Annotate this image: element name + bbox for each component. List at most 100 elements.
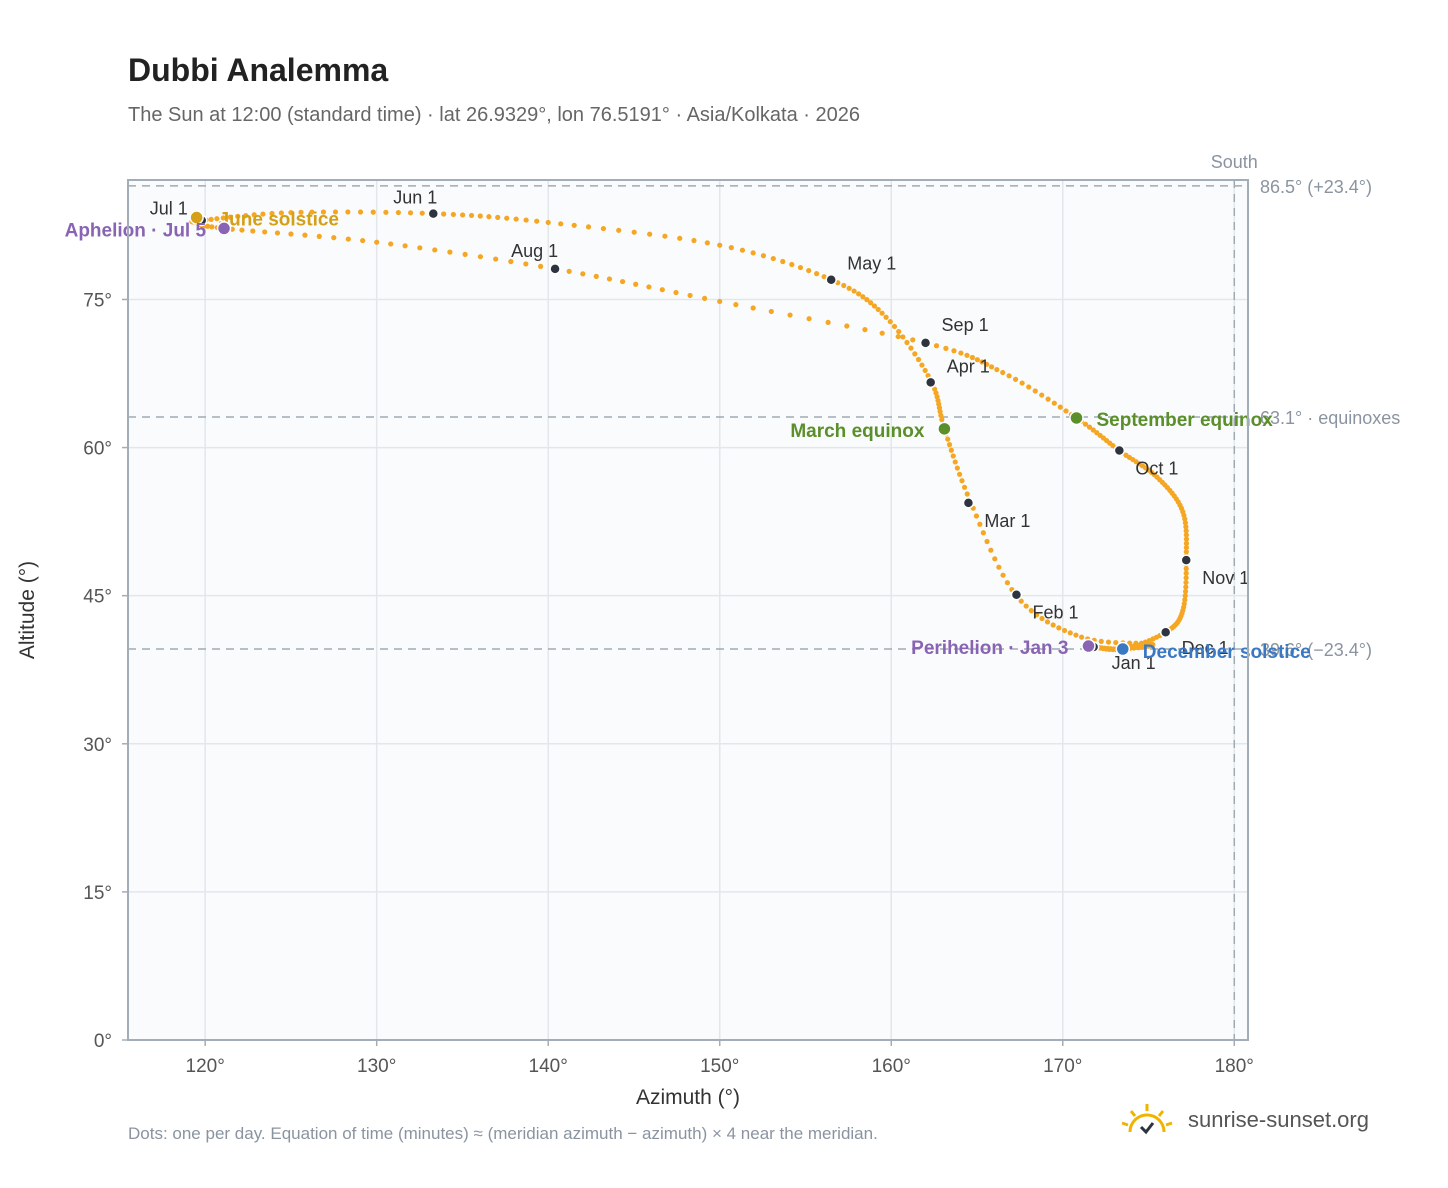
day-dot — [468, 212, 475, 219]
event-markers: June solstice Aphelion · Jul 5 March equin… — [65, 210, 1311, 663]
day-dot — [1182, 588, 1189, 595]
month-marker — [1010, 588, 1023, 601]
day-dot — [938, 412, 944, 419]
day-dot — [374, 239, 380, 245]
day-dot — [619, 278, 626, 285]
day-dot — [1067, 630, 1073, 636]
day-dot — [360, 237, 366, 244]
day-dot — [862, 327, 868, 333]
month-marker — [825, 273, 837, 286]
reference-line-label: 86.5° (+23.4°) — [1260, 177, 1372, 197]
day-dot — [260, 211, 266, 217]
day-dot — [486, 214, 492, 220]
day-dot — [933, 343, 940, 349]
month-marker — [1180, 554, 1193, 566]
month-label: Dec 1 — [1182, 638, 1229, 658]
day-dot — [239, 227, 245, 233]
day-dot — [969, 354, 975, 361]
day-dot — [462, 251, 468, 257]
day-dot — [984, 538, 990, 545]
day-dot — [1045, 396, 1051, 402]
day-dot — [961, 484, 968, 490]
day-dot — [954, 465, 960, 471]
event-marker — [1081, 638, 1096, 654]
plot-area — [128, 180, 1248, 1040]
day-dot — [974, 357, 980, 363]
day-dot — [523, 261, 529, 267]
month-marker — [427, 207, 440, 220]
day-dot — [691, 237, 697, 244]
day-dot — [545, 219, 551, 226]
day-dot — [243, 212, 249, 219]
day-dot — [288, 231, 294, 237]
month-marker — [1159, 626, 1172, 638]
day-dot — [1183, 575, 1189, 581]
day-dot — [383, 209, 389, 215]
day-dot — [1057, 404, 1063, 410]
brand[interactable]: sunrise-sunset.org — [1120, 1102, 1369, 1138]
day-dot — [964, 491, 970, 497]
meridian-label: South — [1211, 152, 1258, 172]
event-marker — [1115, 641, 1131, 657]
day-dot — [868, 300, 874, 306]
plot-frame — [127, 179, 1249, 1041]
day-dot — [1039, 392, 1045, 398]
day-dot — [922, 367, 928, 374]
day-dot — [856, 291, 862, 297]
day-dot — [370, 209, 376, 215]
day-dot — [220, 215, 226, 221]
day-dot — [432, 247, 438, 253]
day-dot — [984, 361, 990, 367]
x-tick-label: 180° — [1215, 1056, 1254, 1077]
event-marker — [216, 221, 232, 236]
day-dot — [513, 216, 519, 222]
day-dot — [973, 513, 980, 519]
month-marker — [962, 497, 975, 509]
x-tick-label: 160° — [872, 1056, 911, 1077]
day-dot — [320, 209, 327, 215]
y-tick-label: 75° — [83, 290, 112, 311]
month-label: Jun 1 — [393, 188, 437, 208]
day-dot — [316, 233, 322, 239]
day-dot — [616, 227, 622, 233]
day-dot — [879, 330, 885, 336]
day-dot — [288, 209, 294, 216]
day-dot — [1182, 597, 1188, 603]
day-dot — [493, 256, 499, 262]
day-dot — [534, 218, 540, 224]
day-dot — [508, 258, 514, 265]
day-dot — [357, 209, 364, 215]
day-dot — [871, 303, 878, 309]
event-label: December solstice — [1143, 642, 1311, 663]
day-dot — [860, 294, 866, 300]
day-dot — [214, 216, 220, 222]
event-marker — [189, 210, 204, 225]
axes: 120° 130° 140° 150° 160° 170° 180° 0° 15° 30° 45° 6… — [16, 290, 1254, 1109]
day-dot — [345, 236, 351, 242]
month-label: Jul 1 — [150, 198, 188, 218]
day-dot — [958, 350, 964, 356]
day-dot — [523, 217, 529, 223]
day-dot — [450, 211, 456, 218]
day-dot — [875, 306, 881, 313]
month-label: Oct 1 — [1135, 459, 1178, 479]
day-dot — [883, 314, 889, 320]
y-tick-label: 45° — [83, 587, 112, 608]
day-dot — [933, 390, 939, 396]
day-dot — [806, 267, 812, 274]
sun-logo-icon — [1121, 1104, 1173, 1135]
day-dot — [331, 235, 337, 241]
month-label: Feb 1 — [1032, 603, 1078, 623]
day-dot — [943, 345, 949, 351]
day-dot — [558, 221, 564, 227]
day-dot — [1138, 641, 1144, 647]
day-dot — [269, 210, 275, 217]
x-axis-label: Azimuth (°) — [636, 1086, 740, 1109]
day-dot — [1142, 639, 1148, 645]
day-dot — [851, 288, 857, 294]
day-dot — [904, 339, 910, 346]
event-marker — [1069, 410, 1084, 426]
day-dot — [1000, 369, 1006, 376]
day-dot — [1182, 593, 1188, 599]
month-marker — [919, 337, 932, 349]
